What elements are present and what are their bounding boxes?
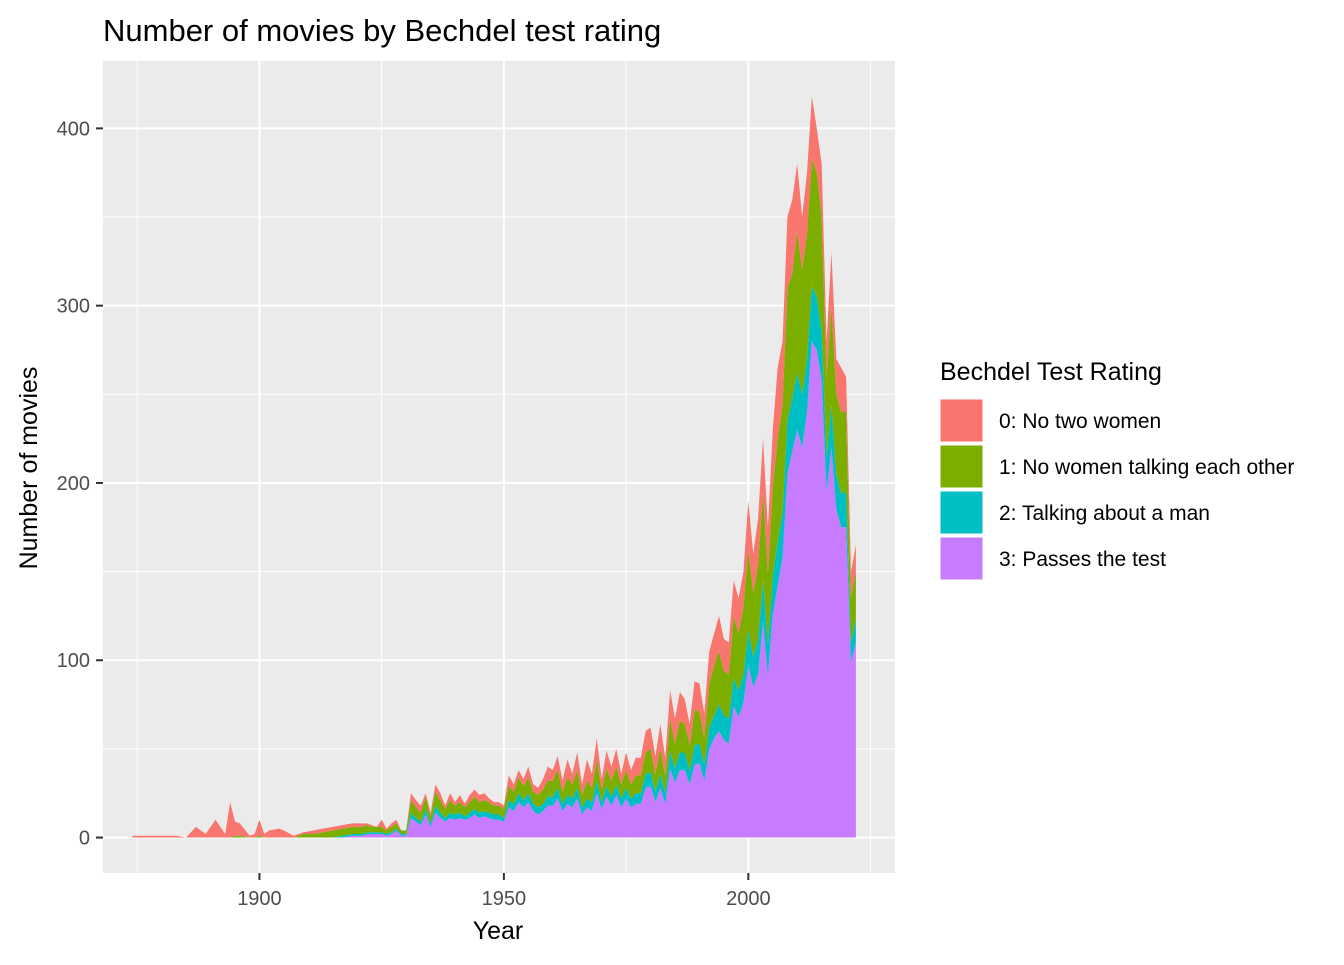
y-tick-label: 100	[57, 650, 90, 672]
legend-key-2	[939, 490, 984, 535]
y-tick-label: 300	[57, 296, 90, 318]
x-axis-title: Year	[473, 917, 524, 945]
legend-label-3: 3: Passes the test	[999, 548, 1166, 571]
chart-title: Number of movies by Bechdel test rating	[103, 13, 661, 48]
y-axis: 0 100 200 300 400	[57, 118, 103, 850]
y-tick-label: 400	[57, 118, 90, 140]
legend-key-3	[939, 536, 984, 581]
legend-label-2: 2: Talking about a man	[999, 502, 1210, 525]
x-tick-label: 1900	[237, 888, 282, 910]
legend-key-1	[939, 444, 984, 489]
legend: Bechdel Test Rating 0: No two women 1: No…	[939, 358, 1294, 581]
x-axis: 1900 1950 2000	[237, 873, 771, 910]
legend-title: Bechdel Test Rating	[940, 358, 1162, 386]
y-axis-title: Number of movies	[15, 367, 43, 570]
x-tick-label: 2000	[726, 888, 771, 910]
legend-label-1: 1: No women talking each other	[999, 456, 1294, 479]
minor-gridlines	[103, 61, 895, 873]
legend-key-0	[939, 398, 984, 443]
x-tick-label: 1950	[482, 888, 527, 910]
area-series-3	[132, 341, 856, 838]
y-tick-label: 200	[57, 473, 90, 495]
stacked-areas	[132, 96, 856, 838]
y-tick-label: 0	[79, 828, 90, 850]
legend-items: 0: No two women 1: No women talking each …	[939, 398, 1294, 581]
legend-label-0: 0: No two women	[999, 410, 1161, 433]
